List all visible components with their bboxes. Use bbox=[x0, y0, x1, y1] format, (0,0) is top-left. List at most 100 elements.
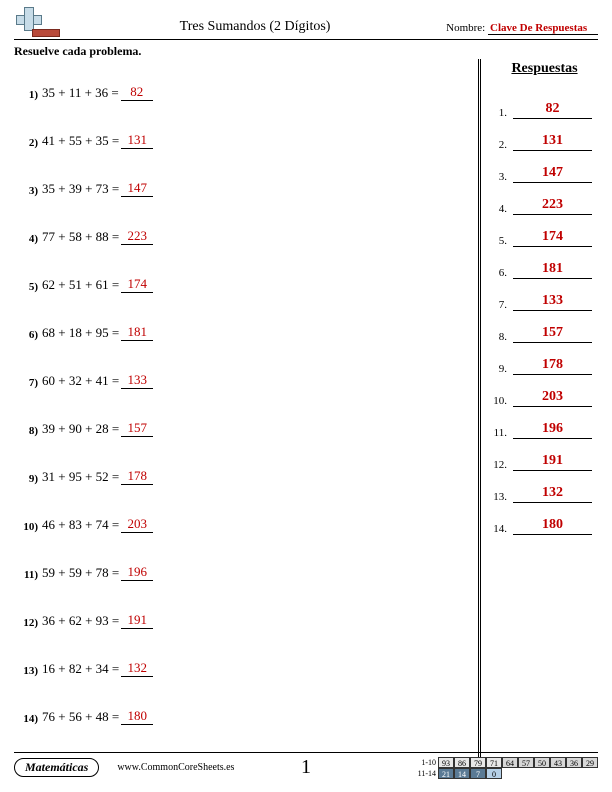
problem-row: 11)59 + 59 + 78 =196 bbox=[20, 543, 478, 591]
answer-row: 4. 223 bbox=[491, 183, 598, 215]
score-cell: 79 bbox=[470, 757, 486, 768]
problem-row: 13)16 + 82 + 34 =132 bbox=[20, 639, 478, 687]
problem-expression: 16 + 82 + 34 = bbox=[42, 661, 119, 687]
problem-number: 2) bbox=[20, 137, 42, 159]
footer: Matemáticas www.CommonCoreSheets.es 1 1-… bbox=[14, 752, 598, 782]
problem-row: 4)77 + 58 + 88 =223 bbox=[20, 207, 478, 255]
answer-number: 9. bbox=[491, 363, 509, 375]
problem-expression: 68 + 18 + 95 = bbox=[42, 325, 119, 351]
subject-box: Matemáticas bbox=[14, 758, 99, 777]
site-url: www.CommonCoreSheets.es bbox=[117, 762, 234, 773]
problem-row: 10)46 + 83 + 74 =203 bbox=[20, 495, 478, 543]
score-row: 11-14211470 bbox=[414, 768, 598, 779]
problem-row: 3)35 + 39 + 73 =147 bbox=[20, 159, 478, 207]
answer-number: 7. bbox=[491, 299, 509, 311]
score-cell: 50 bbox=[534, 757, 550, 768]
answer-row: 2.131 bbox=[491, 119, 598, 151]
problem-answer: 181 bbox=[121, 324, 153, 341]
problem-answer: 196 bbox=[121, 564, 153, 581]
answer-value: 82 bbox=[513, 101, 592, 119]
answer-value: 178 bbox=[513, 357, 592, 375]
score-cell: 14 bbox=[454, 768, 470, 779]
problem-answer: 174 bbox=[121, 276, 153, 293]
problem-answer: 131 bbox=[121, 132, 153, 149]
problem-row: 8)39 + 90 + 28 =157 bbox=[20, 399, 478, 447]
answer-value: 191 bbox=[513, 453, 592, 471]
problem-number: 9) bbox=[20, 473, 42, 495]
problem-number: 10) bbox=[20, 521, 42, 543]
problem-number: 14) bbox=[20, 713, 42, 735]
answer-row: 7. 133 bbox=[491, 279, 598, 311]
answer-number: 13. bbox=[491, 491, 509, 503]
answer-number: 8. bbox=[491, 331, 509, 343]
score-cell: 36 bbox=[566, 757, 582, 768]
problem-row: 1)35 + 11 + 36 =82 bbox=[20, 63, 478, 111]
problem-row: 14)76 + 56 + 48 =180 bbox=[20, 687, 478, 735]
header: Tres Sumandos (2 Dígitos) Nombre: Clave … bbox=[14, 10, 598, 40]
problem-answer: 132 bbox=[121, 660, 153, 677]
score-cell: 21 bbox=[438, 768, 454, 779]
problem-expression: 46 + 83 + 74 = bbox=[42, 517, 119, 543]
answer-row: 1.82 bbox=[491, 87, 598, 119]
answer-value: 181 bbox=[513, 261, 592, 279]
score-cell: 7 bbox=[470, 768, 486, 779]
score-cell: 71 bbox=[486, 757, 502, 768]
problem-answer: 223 bbox=[121, 228, 153, 245]
worksheet-title: Tres Sumandos (2 Dígitos) bbox=[64, 19, 446, 37]
answer-number: 14. bbox=[491, 523, 509, 535]
score-grid: 1-109386797164575043362911-14211470 bbox=[414, 757, 598, 779]
answer-value: 157 bbox=[513, 325, 592, 343]
answer-row: 12. 191 bbox=[491, 439, 598, 471]
answer-value: 147 bbox=[513, 165, 592, 183]
answer-number: 12. bbox=[491, 459, 509, 471]
problem-number: 11) bbox=[20, 569, 42, 591]
problem-expression: 39 + 90 + 28 = bbox=[42, 421, 119, 447]
problem-expression: 59 + 59 + 78 = bbox=[42, 565, 119, 591]
answer-number: 6. bbox=[491, 267, 509, 279]
score-row: 1-1093867971645750433629 bbox=[414, 757, 598, 768]
name-value: Clave De Respuestas bbox=[488, 22, 598, 35]
problem-expression: 41 + 55 + 35 = bbox=[42, 133, 119, 159]
problem-number: 13) bbox=[20, 665, 42, 687]
page-number: 1 bbox=[301, 756, 311, 779]
score-cell: 57 bbox=[518, 757, 534, 768]
answer-row: 3.147 bbox=[491, 151, 598, 183]
answers-title: Respuestas bbox=[491, 61, 598, 77]
problem-number: 5) bbox=[20, 281, 42, 303]
problem-number: 12) bbox=[20, 617, 42, 639]
answer-row: 8. 157 bbox=[491, 311, 598, 343]
problem-number: 8) bbox=[20, 425, 42, 447]
score-cell: 43 bbox=[550, 757, 566, 768]
answer-row: 6. 181 bbox=[491, 247, 598, 279]
problem-expression: 35 + 11 + 36 = bbox=[42, 85, 119, 111]
score-cell: 64 bbox=[502, 757, 518, 768]
problem-expression: 31 + 95 + 52 = bbox=[42, 469, 119, 495]
score-row-label: 1-10 bbox=[414, 758, 438, 767]
score-cell: 29 bbox=[582, 757, 598, 768]
answer-number: 4. bbox=[491, 203, 509, 215]
answer-value: 174 bbox=[513, 229, 592, 247]
score-cell: 0 bbox=[486, 768, 502, 779]
problems-area: 1)35 + 11 + 36 =822)41 + 55 + 35 =1313)3… bbox=[14, 59, 478, 759]
problem-expression: 36 + 62 + 93 = bbox=[42, 613, 119, 639]
problem-answer: 147 bbox=[121, 180, 153, 197]
problem-row: 6)68 + 18 + 95 =181 bbox=[20, 303, 478, 351]
problem-expression: 77 + 58 + 88 = bbox=[42, 229, 119, 255]
answer-value: 180 bbox=[513, 517, 592, 535]
problem-row: 12)36 + 62 + 93 =191 bbox=[20, 591, 478, 639]
problem-answer: 178 bbox=[121, 468, 153, 485]
answer-value: 132 bbox=[513, 485, 592, 503]
problem-number: 4) bbox=[20, 233, 42, 255]
problem-answer: 191 bbox=[121, 612, 153, 629]
answer-value: 223 bbox=[513, 197, 592, 215]
problem-number: 3) bbox=[20, 185, 42, 207]
answer-row: 5.174 bbox=[491, 215, 598, 247]
answer-value: 133 bbox=[513, 293, 592, 311]
problem-answer: 133 bbox=[121, 372, 153, 389]
answer-value: 203 bbox=[513, 389, 592, 407]
answer-row: 11.196 bbox=[491, 407, 598, 439]
name-label: Nombre: bbox=[446, 22, 485, 34]
answer-row: 13. 132 bbox=[491, 471, 598, 503]
score-cell: 86 bbox=[454, 757, 470, 768]
answer-row: 10.203 bbox=[491, 375, 598, 407]
